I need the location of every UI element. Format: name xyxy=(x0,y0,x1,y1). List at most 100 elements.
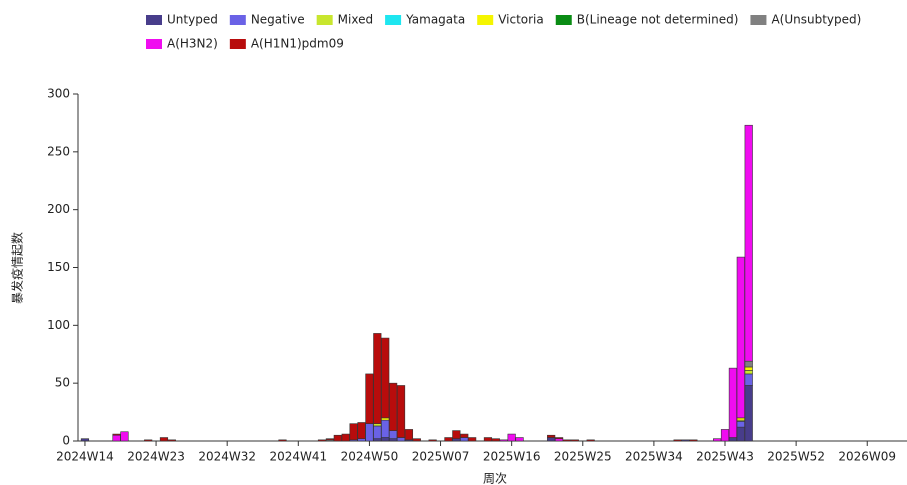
legend-swatch xyxy=(229,39,246,49)
x-tick-label: 2025W07 xyxy=(412,450,470,464)
y-tick-label: 250 xyxy=(47,144,70,158)
bar-segment xyxy=(444,437,453,442)
bar-segment xyxy=(341,433,350,442)
bar-segment xyxy=(325,438,335,441)
bar-segment xyxy=(468,437,477,442)
legend-label: A(H3N2) xyxy=(167,37,218,51)
bar-segment xyxy=(357,438,366,442)
bar-segment xyxy=(112,433,121,436)
bar-segment xyxy=(483,437,493,442)
x-tick-label: 2024W50 xyxy=(341,450,399,464)
bar-segment xyxy=(159,437,169,442)
bar-segment xyxy=(586,439,595,442)
bar-segment xyxy=(554,438,564,442)
bar-segment xyxy=(673,439,682,442)
x-tick-label: 2025W16 xyxy=(483,450,541,464)
bar-segment xyxy=(428,439,437,442)
y-tick-label: 300 xyxy=(47,87,70,101)
bar-segment xyxy=(357,422,366,439)
bar-segment xyxy=(554,437,564,439)
bar-segment xyxy=(460,437,469,442)
y-tick-label: 50 xyxy=(55,376,70,390)
bar-segment xyxy=(744,385,753,442)
bar-segment xyxy=(112,434,121,442)
bar-segment xyxy=(373,438,382,442)
legend-label: Yamagata xyxy=(405,13,465,27)
bar-segment xyxy=(744,366,753,371)
x-tick-label: 2025W52 xyxy=(767,450,825,464)
bar-segment xyxy=(736,421,745,428)
bar-segment xyxy=(167,439,176,442)
bar-segment xyxy=(507,433,516,442)
bar-segment xyxy=(744,360,753,368)
bar-segment xyxy=(713,438,722,442)
bar-segment xyxy=(499,439,508,442)
legend-swatch xyxy=(229,15,246,25)
y-tick-label: 150 xyxy=(47,260,70,274)
bar-segment xyxy=(736,417,745,421)
x-axis-label: 周次 xyxy=(483,472,507,485)
legend-label: Victoria xyxy=(498,13,544,27)
bar-segment xyxy=(381,437,390,442)
legend-label: Mixed xyxy=(338,13,373,27)
bar-segment xyxy=(728,438,738,442)
bar-segment xyxy=(736,256,745,419)
legend-swatch xyxy=(555,15,572,25)
x-tick-label: 2024W41 xyxy=(269,450,327,464)
legend-swatch xyxy=(750,15,767,25)
bar-segment xyxy=(365,373,374,424)
legend-swatch xyxy=(146,39,162,49)
bar-segment xyxy=(412,438,421,442)
legend-swatch xyxy=(477,15,494,25)
legend-label: A(Unsubtyped) xyxy=(771,13,861,27)
bar-segment xyxy=(389,382,398,431)
x-tick-label: 2025W25 xyxy=(554,450,612,464)
bar-segment xyxy=(570,439,579,442)
legend-label: A(H1N1)pdm09 xyxy=(251,37,344,51)
bar-segment xyxy=(349,423,358,441)
legend-label: B(Lineage not determined) xyxy=(577,13,739,27)
bar-segment xyxy=(720,429,730,442)
y-tick-label: 100 xyxy=(47,318,70,332)
bar-segment xyxy=(373,425,382,439)
bar-segment xyxy=(365,423,374,442)
legend-swatch xyxy=(385,15,402,25)
bar-segment xyxy=(515,437,524,442)
bar-segment xyxy=(491,438,500,442)
x-tick-label: 2025W34 xyxy=(625,450,683,464)
bar-segment xyxy=(562,439,572,442)
bar-segment xyxy=(452,438,461,442)
bar-segment xyxy=(736,426,745,442)
y-tick-label: 200 xyxy=(47,202,70,216)
legend-swatch xyxy=(316,15,333,25)
x-tick-label: 2025W43 xyxy=(696,450,754,464)
bar-segment xyxy=(278,439,287,442)
legend-swatch xyxy=(146,15,162,25)
bar-segment xyxy=(744,373,753,386)
bar-segment xyxy=(80,438,90,442)
bar-segment xyxy=(333,434,342,442)
bar-segment xyxy=(396,385,406,438)
bar-segment xyxy=(373,423,382,427)
bar-segment xyxy=(404,429,414,441)
bar-segment xyxy=(460,433,469,438)
bar-segment xyxy=(381,417,390,421)
bar-segment xyxy=(547,437,556,442)
legend-label: Negative xyxy=(251,13,305,27)
bar-segment xyxy=(681,439,690,442)
bar-segment xyxy=(396,437,406,442)
bar-segment xyxy=(689,439,698,442)
bar-segment xyxy=(389,430,398,439)
bar-segment xyxy=(744,124,753,362)
bar-segment xyxy=(452,430,461,439)
y-tick-label: 0 xyxy=(62,434,70,448)
x-tick-label: 2026W09 xyxy=(838,450,896,464)
y-axis-label: 暴发疫情起数 xyxy=(10,232,25,304)
bar-segment xyxy=(744,370,753,375)
bar-segment xyxy=(381,419,390,438)
bar-segment xyxy=(728,367,738,438)
x-tick-label: 2024W14 xyxy=(56,450,114,464)
bar-segment xyxy=(144,439,153,442)
legend-label: Untyped xyxy=(167,13,218,27)
bar-segment xyxy=(389,438,398,442)
